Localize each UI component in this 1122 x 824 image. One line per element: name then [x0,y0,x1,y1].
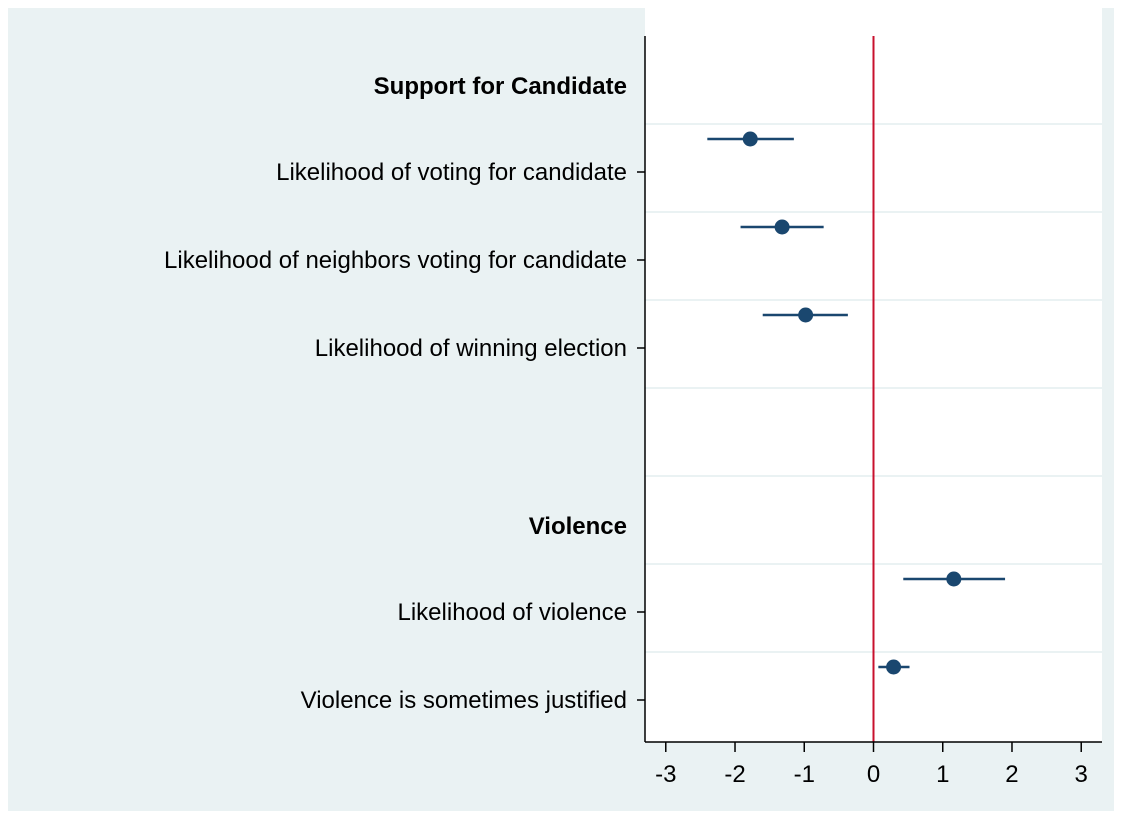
point-estimate [798,307,814,323]
x-tick-label: 0 [867,761,880,788]
y-axis: Support for Candidate Likelihood of votin… [164,36,646,742]
group-header: Violence [529,513,627,540]
chart-marks [707,131,1006,675]
group-header: Support for Candidate [374,73,627,100]
y-tick-label: Likelihood of neighbors voting for candi… [164,247,627,274]
point-estimate [774,219,790,235]
point-estimate [886,659,902,675]
x-tick-label: 1 [936,761,949,788]
point-estimate [946,571,962,587]
x-axis: -3 -2 -1 0 1 2 3 [645,741,1102,788]
x-tick-label: 3 [1075,761,1088,788]
x-tick-label: -2 [724,761,745,788]
x-tick-label: 2 [1005,761,1018,788]
y-tick-label: Likelihood of winning election [315,335,627,362]
y-tick-label: Likelihood of violence [398,599,628,626]
y-tick-label: Likelihood of voting for candidate [276,159,627,186]
point-estimate [742,131,758,147]
x-tick-label: -3 [655,761,676,788]
y-tick-label: Violence is sometimes justified [301,687,627,714]
x-tick-label: -1 [794,761,815,788]
